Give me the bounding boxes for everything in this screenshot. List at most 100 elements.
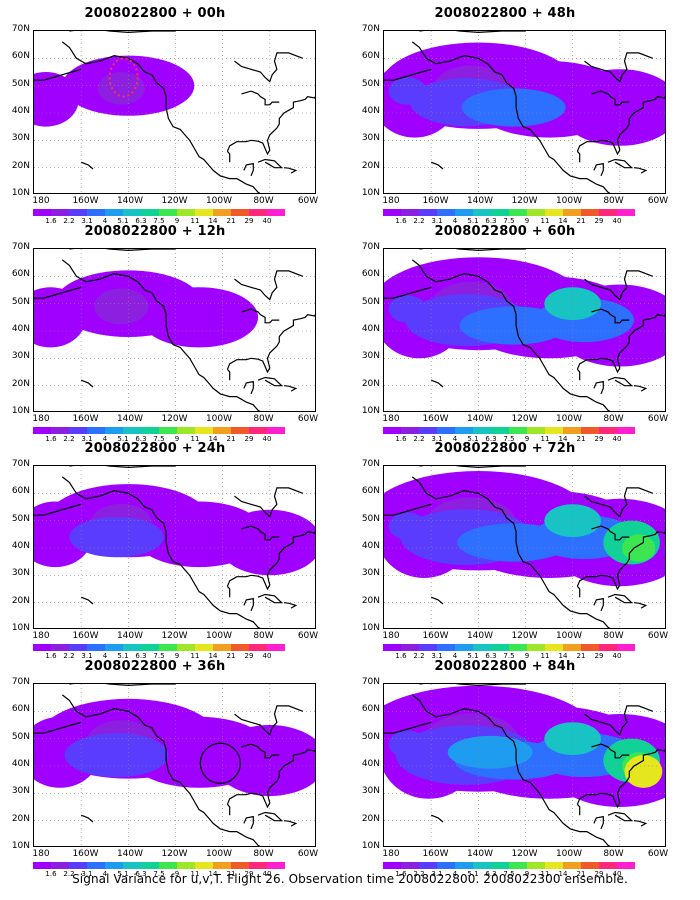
colorbar [33, 427, 285, 434]
colorbar-label: 14 [558, 652, 568, 660]
colorbar-swatch [249, 862, 267, 869]
colorbar-label: 3.1 [81, 870, 93, 878]
colorbar-swatch [401, 427, 419, 434]
colorbar [383, 862, 635, 869]
coastline [241, 90, 280, 106]
coastline [34, 286, 82, 299]
colorbar-label: 2.2 [413, 217, 425, 225]
colorbar-swatch [617, 427, 635, 434]
lat-tick-label: 40N [361, 759, 380, 769]
colorbar-label: 1.6 [395, 652, 407, 660]
variance-contour [34, 287, 86, 348]
colorbar [33, 644, 285, 651]
coastline [576, 150, 581, 163]
panel-title: 2008022800 + 60h [434, 224, 576, 239]
coastline [243, 162, 254, 177]
variance-contour [388, 730, 427, 758]
coastline [633, 385, 648, 392]
lat-tick-label: 30N [11, 568, 30, 579]
lat-tick-label: 10N [361, 406, 380, 416]
lat-tick-label: 20N [11, 160, 30, 171]
lon-tick-label: 180 [382, 414, 400, 424]
colorbar-label: 9 [524, 652, 530, 660]
lon-tick-label: 160W [422, 631, 449, 641]
coastline [419, 249, 526, 252]
colorbar-swatch [69, 427, 87, 434]
colorbar-label: 7.5 [153, 870, 165, 878]
lon-tick-label: 60W [297, 631, 319, 641]
lat-tick-label: 60N [361, 51, 380, 62]
coastline [226, 803, 231, 816]
colorbar-label: 14 [558, 217, 568, 225]
lon-tick-label: 80W [603, 631, 624, 641]
coastline [241, 743, 280, 759]
lon-tick-label: 120W [161, 849, 188, 859]
panel-title: 2008022800 + 48h [434, 6, 576, 21]
lat-tick-label: 10N [361, 623, 380, 633]
coastline [607, 158, 634, 169]
colorbar-label: 5.1 [467, 870, 479, 878]
colorbar-label: 7.5 [153, 435, 165, 443]
coastline [633, 602, 648, 609]
coastline [226, 150, 231, 163]
colorbar-label: 2.2 [63, 870, 75, 878]
lon-tick-label: 140W [116, 631, 144, 641]
colorbar-swatch [527, 644, 545, 651]
coastline [593, 597, 604, 612]
colorbar-swatch [383, 862, 401, 869]
colorbar-label: 5.1 [117, 217, 129, 225]
lon-tick-label: 120W [511, 631, 538, 641]
map-svg [34, 684, 315, 846]
colorbar-swatch [51, 862, 69, 869]
colorbar-swatch [51, 644, 69, 651]
coastline [243, 380, 254, 395]
lat-tick-label: 10N [11, 406, 30, 416]
colorbar-swatch [509, 644, 527, 651]
colorbar-swatch [195, 862, 213, 869]
coastline [411, 41, 611, 193]
colorbar-label: 11 [540, 217, 550, 225]
colorbar-swatch [473, 644, 491, 651]
coastline [576, 803, 581, 816]
colorbar-swatch [473, 209, 491, 216]
lat-tick-label: 70N [11, 677, 30, 687]
map-svg [34, 466, 315, 628]
lat-tick-label: 60N [11, 486, 30, 497]
colorbar-swatch [159, 644, 177, 651]
colorbar-label: 2.2 [63, 652, 75, 660]
colorbar-swatch [419, 862, 437, 869]
colorbar-swatch [51, 209, 69, 216]
colorbar-label: 7.5 [153, 217, 165, 225]
colorbar-swatch [249, 644, 267, 651]
coastline [226, 585, 231, 598]
coastline [257, 811, 284, 822]
colorbar-label: 11 [190, 652, 200, 660]
colorbar-swatch [87, 427, 105, 434]
coastline [34, 68, 82, 81]
lon-tick-label: 80W [603, 414, 624, 424]
lat-tick-label: 60N [11, 269, 30, 280]
coastline [243, 815, 254, 830]
coastline [226, 313, 315, 374]
lat-tick-label: 60N [11, 51, 30, 62]
lon-tick-label: 180 [32, 849, 50, 859]
colorbar-label: 40 [262, 217, 272, 225]
coastline [576, 313, 665, 374]
colorbar-label: 1.6 [395, 870, 407, 878]
colorbar-label: 21 [576, 652, 586, 660]
coastline [591, 525, 630, 541]
map-svg [384, 684, 665, 846]
colorbar-label: 4 [102, 870, 108, 878]
lon-tick-label: 160W [422, 196, 449, 206]
colorbar-swatch [509, 427, 527, 434]
coastline [80, 379, 94, 388]
colorbar-swatch [87, 209, 105, 216]
colorbar-label: 29 [594, 652, 604, 660]
coastline [34, 503, 82, 516]
colorbar-swatch [69, 862, 87, 869]
colorbar-swatch [419, 209, 437, 216]
lat-tick-label: 20N [361, 813, 380, 824]
coastline [80, 596, 94, 605]
colorbar-swatch [33, 209, 51, 216]
colorbar-label: 29 [594, 870, 604, 878]
